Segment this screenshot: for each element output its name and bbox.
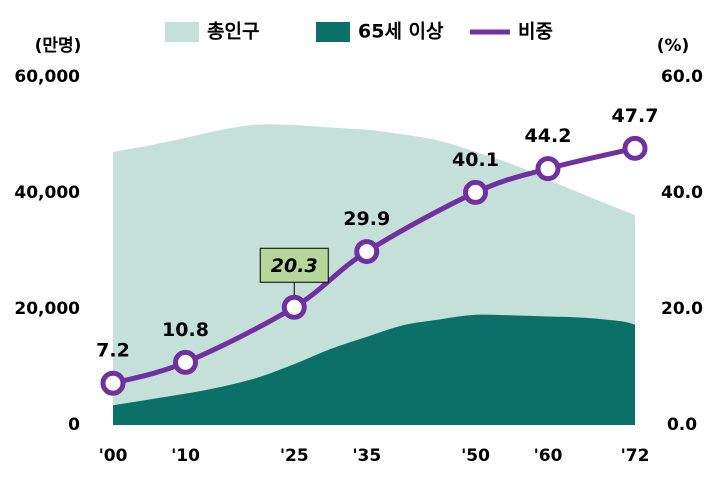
- legend-label: 총인구: [207, 21, 259, 43]
- y2-tick-label: 40.0: [661, 183, 703, 203]
- x-tick-label: '00: [99, 446, 128, 466]
- x-tick-label: '72: [621, 446, 650, 466]
- area: [113, 314, 635, 425]
- legend-label: 비중: [518, 21, 553, 43]
- marker: [463, 179, 488, 205]
- y-axis-title: (만명): [35, 36, 82, 56]
- plot-area: 0 20,000 40,000 60,000 0.0 20.0 40.0 60.0 '00 '10…: [14, 67, 703, 466]
- legend-label: 65세 이상: [358, 21, 444, 43]
- x-tick-label: '50: [461, 446, 490, 466]
- marker: [535, 156, 561, 182]
- marker: [354, 239, 380, 265]
- x-tick-label: '60: [534, 446, 563, 466]
- y-tick-label: 20,000: [14, 299, 80, 319]
- x-tick-label: '35: [352, 446, 381, 466]
- data-label: 40.1: [452, 149, 499, 171]
- y2-axis-title: (%): [657, 36, 690, 56]
- data-label: 7.2: [96, 340, 130, 362]
- data-label: 29.9: [343, 208, 390, 230]
- data-label: 20.3: [271, 255, 318, 277]
- data-label: 44.2: [525, 125, 572, 147]
- legend: 총인구 65세 이상 비중: [165, 21, 553, 43]
- y-tick-label: 60,000: [14, 67, 80, 87]
- marker: [173, 349, 198, 375]
- y2-tick-label: 60.0: [661, 67, 703, 87]
- legend-swatch: [316, 22, 350, 42]
- x-tick-label: '10: [171, 446, 200, 466]
- y2-tick-label: 0.0: [667, 415, 697, 435]
- x-tick-label: '25: [280, 446, 309, 466]
- marker: [100, 370, 126, 396]
- y-tick-label: 0: [68, 415, 80, 435]
- data-label: 10.8: [162, 319, 209, 341]
- callout-box: [259, 247, 329, 283]
- legend-swatch: [165, 22, 199, 42]
- y2-tick-label: 20.0: [661, 299, 703, 319]
- marker: [281, 294, 307, 320]
- y-tick-label: 40,000: [14, 183, 80, 203]
- marker: [622, 135, 648, 161]
- data-label: 47.7: [612, 105, 659, 127]
